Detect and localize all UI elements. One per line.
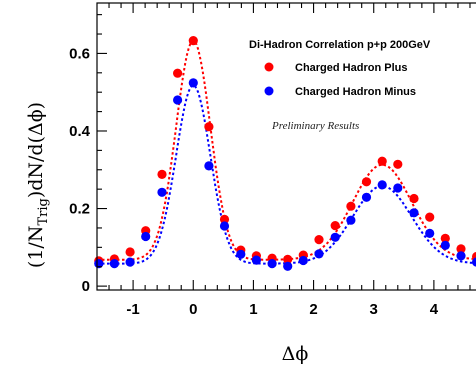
fit-curve-1 (97, 84, 476, 265)
data-points (94, 36, 476, 271)
data-point-s0-8 (219, 214, 230, 224)
data-point-s0-21 (425, 212, 435, 222)
data-point-s1-9 (236, 249, 246, 259)
data-point-s1-18 (377, 180, 387, 190)
x-axis-title: Δϕ (282, 343, 309, 365)
data-point-s1-22 (440, 240, 450, 250)
fit-curve-0 (97, 39, 476, 261)
data-point-s1-20 (409, 208, 419, 218)
data-point-s0-6 (188, 36, 198, 46)
data-point-s0-5 (173, 68, 183, 78)
data-point-s1-8 (219, 221, 230, 231)
legend-marker-minus (264, 86, 274, 96)
x-tick-label: 2 (309, 301, 317, 318)
x-tick-label: -1 (126, 301, 139, 318)
preliminary-annotation: Preliminary Results (271, 120, 359, 132)
y-tick-label: 0.4 (69, 123, 91, 140)
data-point-s0-14 (314, 235, 324, 245)
data-point-s1-15 (330, 232, 340, 242)
y-axis-title-main: (1/N (25, 226, 47, 269)
data-point-s1-5 (173, 95, 183, 105)
data-point-s0-15 (330, 221, 340, 231)
x-tick-label: 0 (189, 301, 197, 318)
data-point-s1-24 (472, 257, 476, 267)
legend-marker-plus (264, 62, 274, 72)
data-point-s0-12 (283, 254, 293, 264)
data-point-s0-22 (440, 233, 450, 243)
data-point-s1-1 (109, 259, 119, 269)
data-point-s1-6 (188, 78, 198, 88)
data-point-s1-14 (314, 249, 324, 259)
data-point-s1-3 (141, 231, 151, 242)
data-point-s0-4 (157, 169, 167, 179)
data-point-s1-23 (456, 251, 466, 261)
x-tick-label: 4 (430, 301, 439, 318)
legend-entry-plus: Charged Hadron Plus (295, 62, 407, 74)
x-tick-label: 1 (249, 301, 257, 318)
fit-curves (97, 39, 476, 265)
y-axis-title-rest: )dN/d(Δϕ) (25, 102, 47, 198)
data-point-s1-17 (361, 192, 372, 202)
data-point-s1-19 (393, 183, 403, 193)
data-point-s1-13 (298, 255, 308, 266)
y-tick-label: 0 (82, 278, 90, 295)
y-axis-title-subscript: Trig (36, 198, 51, 225)
x-tick-label: 3 (370, 301, 378, 318)
data-point-s1-11 (267, 259, 277, 269)
legend-title: Di-Hadron Correlation p+p 200GeV (249, 39, 431, 51)
data-point-s1-16 (346, 215, 356, 225)
data-point-s1-21 (425, 228, 435, 238)
y-tick-label: 0.6 (69, 45, 90, 62)
data-point-s0-2 (125, 247, 135, 257)
data-point-s1-7 (204, 161, 214, 171)
data-point-s1-2 (125, 257, 135, 267)
y-axis-title: (1/NTrig)dN/d(Δϕ) (25, 102, 51, 268)
data-point-s1-10 (251, 255, 261, 265)
data-point-s0-18 (377, 156, 387, 166)
data-point-s1-12 (283, 261, 293, 271)
tick-labels: -1 0 1 2 3 4 0 0.2 0.4 0.6 (69, 45, 439, 318)
data-point-s0-16 (346, 201, 356, 211)
legend-entry-minus: Charged Hadron Minus (295, 86, 416, 98)
axis-ticks (97, 3, 471, 290)
data-point-s1-4 (157, 187, 167, 197)
data-point-s0-17 (361, 177, 372, 187)
data-point-s0-23 (456, 244, 466, 254)
plot-frame (96, 2, 476, 291)
data-point-s0-7 (204, 122, 214, 132)
y-tick-label: 0.2 (69, 201, 90, 218)
data-point-s0-19 (393, 159, 403, 169)
data-point-s0-20 (409, 193, 419, 204)
